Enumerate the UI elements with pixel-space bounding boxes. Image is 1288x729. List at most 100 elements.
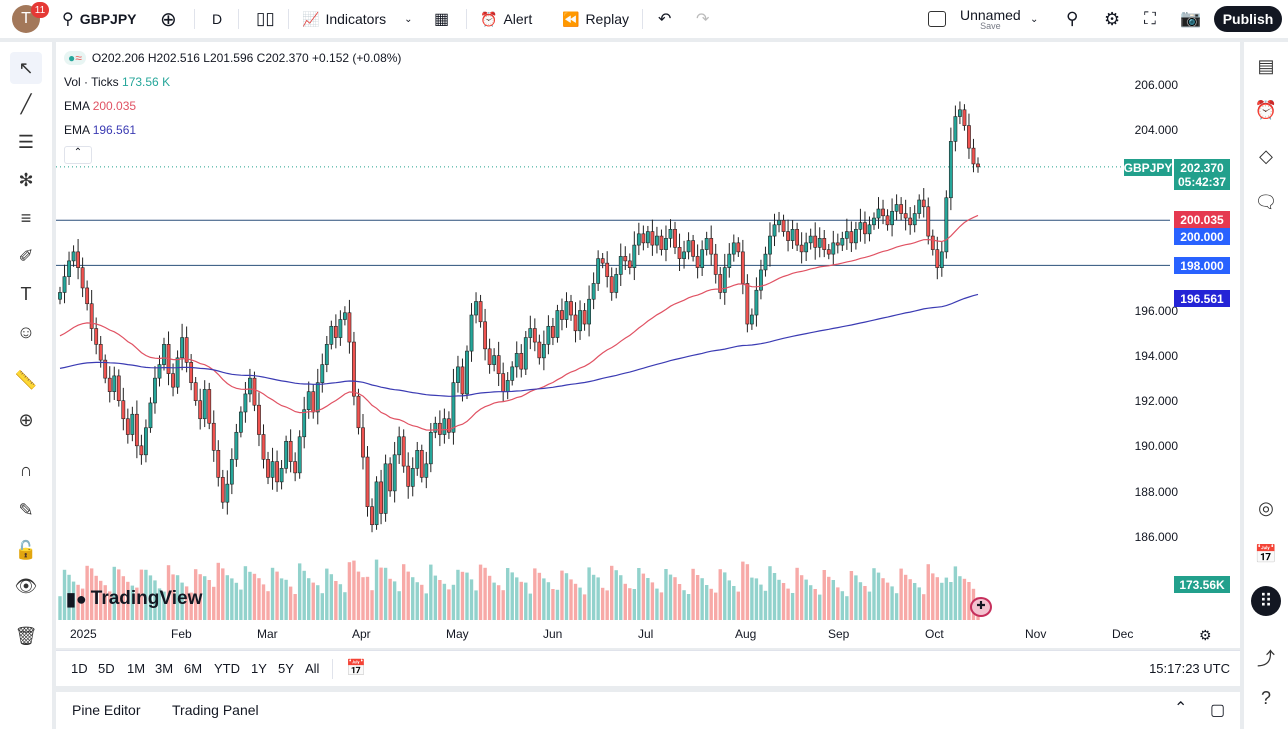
- candle-body: [971, 147, 976, 165]
- magnet-tool[interactable]: ∩: [10, 454, 42, 486]
- date-range-button[interactable]: 📅: [346, 658, 366, 678]
- remove-tool[interactable]: 🗑: [10, 620, 42, 652]
- range-3m[interactable]: 3M: [155, 661, 174, 676]
- uk-flag-icon[interactable]: ✚: [970, 597, 992, 617]
- alert-button[interactable]: ⏰ Alert: [480, 0, 532, 38]
- templates-button[interactable]: ▦: [434, 0, 449, 38]
- undo-button[interactable]: ↶: [658, 0, 671, 38]
- candle-body: [858, 222, 863, 230]
- volume-bar: [288, 586, 293, 620]
- compare-button[interactable]: ⊕: [160, 0, 177, 38]
- volume-bar: [492, 582, 496, 620]
- chart-type-button[interactable]: ▯▯: [256, 0, 275, 38]
- brush-tool[interactable]: ✐: [10, 240, 42, 272]
- axis-settings-button[interactable]: ⚙: [1199, 627, 1212, 644]
- watchlist-button[interactable]: ▤: [1252, 52, 1280, 80]
- range-5d[interactable]: 5D: [98, 661, 115, 676]
- forecast-tool[interactable]: ≡: [10, 202, 42, 234]
- symbol-search[interactable]: ⚲ GBPJPY: [62, 0, 137, 38]
- trend-line-tool[interactable]: ╱: [10, 88, 42, 120]
- range-all[interactable]: All: [305, 661, 320, 676]
- expand-panel-button[interactable]: ⌃: [1174, 698, 1187, 718]
- candle-body: [695, 256, 700, 268]
- ema-fast-line: [59, 214, 979, 431]
- fib-tool[interactable]: ☰: [10, 126, 42, 158]
- volume-bar: [578, 587, 582, 620]
- candle-body: [112, 375, 117, 392]
- products-button[interactable]: ⠿: [1251, 586, 1281, 616]
- range-6m[interactable]: 6M: [184, 661, 203, 676]
- lock-tool[interactable]: 🔓: [10, 534, 42, 566]
- range-ytd[interactable]: YTD: [214, 661, 240, 676]
- layout-checkbox[interactable]: [928, 0, 946, 38]
- volume-bar: [750, 577, 754, 620]
- screenshot-button[interactable]: 📷: [1180, 0, 1201, 38]
- candle-body: [759, 269, 763, 291]
- candle-body: [867, 224, 872, 235]
- candle-body: [903, 213, 908, 219]
- trading-panel-tab[interactable]: Trading Panel: [172, 702, 259, 718]
- help-button[interactable]: ?: [1252, 684, 1280, 712]
- volume-bar: [732, 586, 736, 620]
- maximize-panel-button[interactable]: ▢: [1210, 700, 1225, 720]
- volume-bar: [818, 594, 822, 620]
- text-tool[interactable]: T: [10, 278, 42, 310]
- icon-tool[interactable]: ☺: [10, 316, 42, 348]
- calendar-button[interactable]: 📅: [1252, 540, 1280, 568]
- candle-body: [519, 353, 524, 370]
- alerts-button[interactable]: ⏰: [1252, 96, 1280, 124]
- collapse-legend-button[interactable]: ⌃: [64, 146, 92, 164]
- candle-body: [967, 125, 971, 149]
- replay-button[interactable]: ⏪ Replay: [562, 0, 629, 38]
- price-label: 190.000: [1134, 439, 1178, 453]
- lock-drawings-tool[interactable]: ✎: [10, 494, 42, 526]
- candle-body: [103, 359, 108, 379]
- replay-label: Replay: [585, 11, 630, 27]
- chats-button[interactable]: 🗨: [1252, 188, 1280, 216]
- quick-search-button[interactable]: ⚲: [1066, 0, 1078, 38]
- volume-legend[interactable]: Vol · Ticks 173.56 K: [64, 75, 170, 89]
- patterns-tool[interactable]: ✻: [10, 164, 42, 196]
- streams-button[interactable]: ⤴: [1252, 644, 1280, 672]
- range-1y[interactable]: 1Y: [251, 661, 267, 676]
- measure-tool[interactable]: 📏: [10, 364, 42, 396]
- fullscreen-button[interactable]: ⛶: [1144, 0, 1156, 38]
- smiley-icon: ☺: [16, 321, 36, 342]
- trend-line-icon: ╱: [20, 93, 32, 114]
- volume-bar: [112, 566, 116, 620]
- notification-badge: 11: [31, 2, 49, 18]
- zoom-tool[interactable]: ⊕: [10, 404, 42, 436]
- object-tree-button[interactable]: ◇: [1252, 142, 1280, 170]
- indicators-button[interactable]: 📈 Indicators ⌄: [302, 0, 413, 38]
- cursor-tool[interactable]: ↖: [10, 52, 42, 84]
- volume-bar: [365, 576, 370, 620]
- layout-menu-chevron[interactable]: ⌄: [1030, 0, 1038, 38]
- clock[interactable]: 15:17:23 UTC: [1149, 661, 1230, 676]
- candle-body: [437, 422, 442, 435]
- layout-name-button[interactable]: Unnamed Save: [960, 0, 1021, 38]
- range-1m[interactable]: 1M: [127, 661, 146, 676]
- range-5y[interactable]: 5Y: [278, 661, 294, 676]
- ema-legend-1[interactable]: EMA 200.035: [64, 99, 136, 113]
- volume-bar: [293, 594, 297, 620]
- chart-pane[interactable]: [56, 42, 1240, 648]
- visibility-tool[interactable]: 👁: [10, 570, 42, 602]
- ema-label: EMA: [64, 99, 90, 113]
- pine-editor-tab[interactable]: Pine Editor: [72, 702, 141, 718]
- redo-button[interactable]: ↷: [696, 0, 709, 38]
- ideas-button[interactable]: ◎: [1252, 494, 1280, 522]
- undo-icon: ↶: [658, 11, 672, 28]
- candle-body: [184, 337, 189, 363]
- volume-bar: [704, 585, 709, 620]
- candle-body: [926, 206, 931, 237]
- publish-button[interactable]: Publish: [1214, 6, 1282, 32]
- settings-button[interactable]: ⚙: [1104, 0, 1120, 38]
- candle-body: [428, 431, 433, 465]
- interval-button[interactable]: D: [212, 11, 223, 27]
- ema-legend-2[interactable]: EMA 196.561: [64, 123, 136, 137]
- volume-bar: [166, 565, 171, 620]
- range-1d[interactable]: 1D: [71, 661, 88, 676]
- volume-bar: [546, 582, 551, 620]
- candle-body: [849, 231, 854, 244]
